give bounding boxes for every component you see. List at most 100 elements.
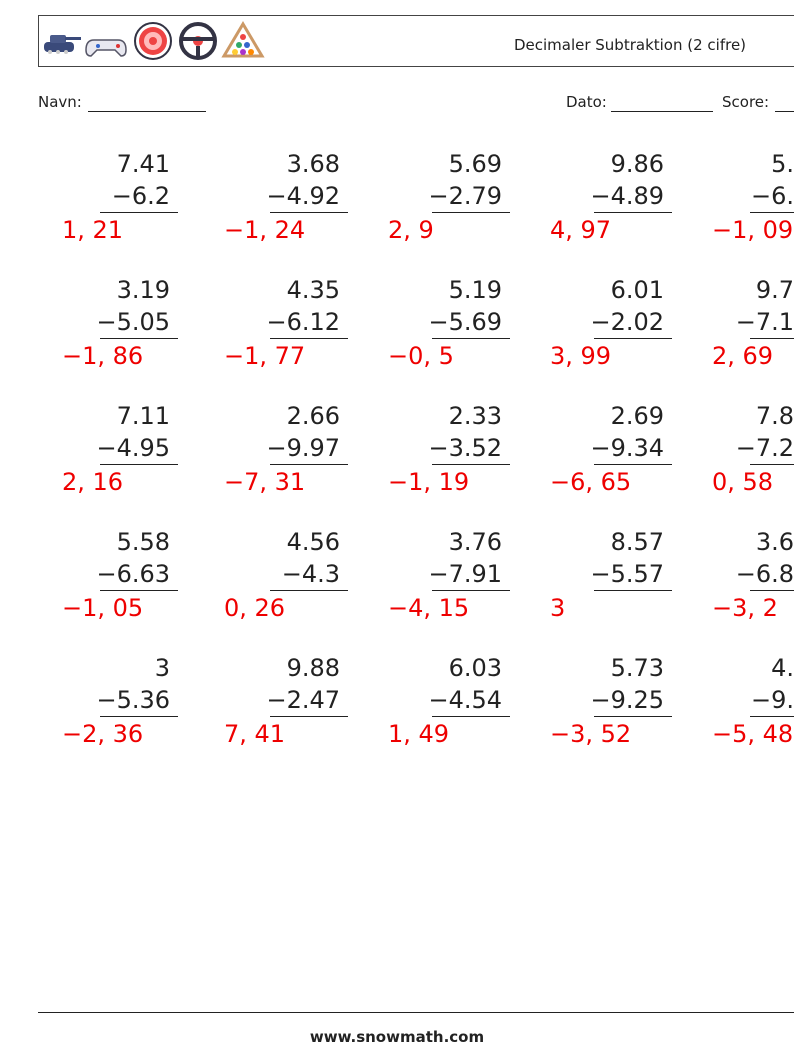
subtrahend: −4.54 [428,686,502,714]
answer: 0, 26 [224,594,286,622]
minuend: 2.33 [448,402,502,430]
subtrahend: −9. [750,686,794,714]
minuend: 4. [771,654,794,682]
answer: −1, 77 [224,342,306,370]
minuend: 4.35 [286,276,340,304]
worksheet-title: Decimaler Subtraktion (2 cifre) [513,36,747,54]
minuend: 9.88 [286,654,340,682]
subtrahend: −7.1 [735,308,794,336]
answer-rule [594,590,672,591]
minuend: 2.69 [610,402,664,430]
subtrahend: −9.97 [266,434,340,462]
subtrahend: −2.02 [590,308,664,336]
date-line [611,94,713,112]
answer: 4, 97 [550,216,612,244]
answer-rule [100,464,178,465]
answer-rule [100,338,178,339]
answer-rule [100,212,178,213]
answer-rule [750,338,794,339]
answer: 2, 69 [712,342,774,370]
minuend: 6.03 [448,654,502,682]
answer: −1, 19 [388,468,470,496]
answer-rule [270,716,348,717]
minuend: 7.8 [755,402,794,430]
answer-rule [270,464,348,465]
answer-rule [594,716,672,717]
subtrahend: −6.12 [266,308,340,336]
minuend: 5.19 [448,276,502,304]
header-box [38,15,794,67]
name-label: Navn: [38,93,82,111]
steering-wheel-icon [179,22,217,60]
answer-rule [432,464,510,465]
billiard-rack-icon [221,21,265,58]
answer: 3, 99 [550,342,612,370]
minuend: 5.73 [610,654,664,682]
subtrahend: −6. [750,182,794,210]
minuend: 9.7 [755,276,794,304]
answer: 2, 9 [388,216,434,244]
subtrahend: −6.2 [111,182,170,210]
answer: −2, 36 [62,720,144,748]
answer: −3, 2 [712,594,778,622]
dartboard-icon [134,22,172,60]
minuend: 5.58 [116,528,170,556]
answer: −5, 48 [712,720,794,748]
answer-rule [270,338,348,339]
subtrahend: −7.91 [428,560,502,588]
gamepad-icon [85,39,127,57]
answer-rule [750,212,794,213]
minuend: 7.41 [116,150,170,178]
answer: 0, 58 [712,468,774,496]
subtrahend: −5.05 [96,308,170,336]
answer-rule [100,716,178,717]
minuend: 4.56 [286,528,340,556]
answer-rule [270,590,348,591]
answer-rule [432,338,510,339]
minuend: 9.86 [610,150,664,178]
subtrahend: −2.79 [428,182,502,210]
subtrahend: −4.89 [590,182,664,210]
minuend: 3.19 [116,276,170,304]
answer: 1, 49 [388,720,450,748]
subtrahend: −4.95 [96,434,170,462]
answer-rule [750,590,794,591]
answer: −4, 15 [388,594,470,622]
answer-rule [432,590,510,591]
answer: −6, 65 [550,468,632,496]
subtrahend: −6.8 [735,560,794,588]
answer: −1, 86 [62,342,144,370]
subtrahend: −5.57 [590,560,664,588]
answer-rule [100,590,178,591]
answer-rule [594,212,672,213]
subtrahend: −9.25 [590,686,664,714]
answer-rule [594,338,672,339]
answer-rule [432,212,510,213]
minuend: 5.69 [448,150,502,178]
answer: 3 [550,594,566,622]
answer-rule [750,464,794,465]
answer: 2, 16 [62,468,124,496]
minuend: 3 [154,654,170,682]
tank-icon [44,35,81,54]
answer-rule [594,464,672,465]
answer: −1, 05 [62,594,144,622]
answer: −1, 24 [224,216,306,244]
answer-rule [432,716,510,717]
subtrahend: −9.34 [590,434,664,462]
minuend: 2.66 [286,402,340,430]
subtrahend: −5.36 [96,686,170,714]
answer: −7, 31 [224,468,306,496]
minuend: 7.11 [116,402,170,430]
minuend: 5. [771,150,794,178]
date-label: Dato: [566,93,607,111]
minuend: 3.76 [448,528,502,556]
answer-rule [270,212,348,213]
answer-rule [750,716,794,717]
name-line [88,94,206,112]
minuend: 6.01 [610,276,664,304]
answer: −1, 09 [712,216,794,244]
subtrahend: −6.63 [96,560,170,588]
answer: 1, 21 [62,216,124,244]
